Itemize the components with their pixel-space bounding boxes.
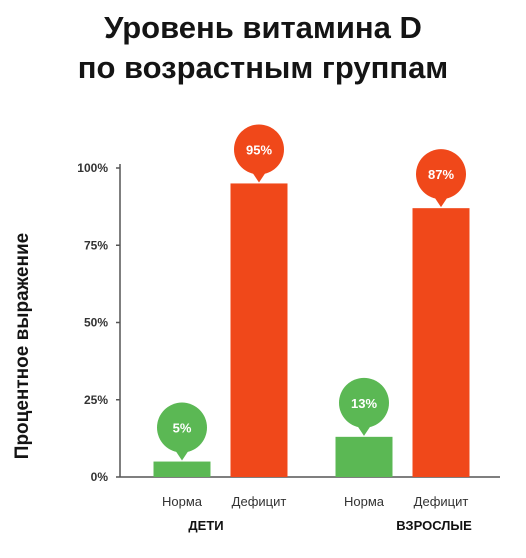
chart-title-line-1: Уровень витамина D bbox=[104, 10, 422, 45]
x-category-label: Норма bbox=[344, 494, 385, 509]
bar bbox=[335, 436, 393, 477]
y-tick-label: 50% bbox=[84, 316, 108, 330]
x-category-label: Дефицит bbox=[414, 494, 469, 509]
data-label-bubble bbox=[416, 149, 466, 200]
data-label: 95% bbox=[246, 142, 272, 157]
bar bbox=[230, 183, 288, 477]
data-label: 87% bbox=[428, 167, 454, 182]
y-tick-label: 25% bbox=[84, 393, 108, 407]
y-tick-label: 100% bbox=[77, 161, 108, 175]
data-label-bubble bbox=[339, 377, 389, 428]
y-tick-label: 0% bbox=[91, 470, 109, 484]
x-category-label: Норма bbox=[162, 494, 203, 509]
data-label-bubble bbox=[157, 402, 207, 453]
chart-title-line-2: по возрастным группам bbox=[77, 50, 449, 85]
chart-title: Уровень витамина D по возрастным группам bbox=[0, 8, 526, 88]
data-label-bubble bbox=[234, 124, 284, 175]
x-group-label: ВЗРОСЛЫЕ bbox=[396, 518, 472, 533]
data-label: 13% bbox=[351, 396, 377, 411]
x-category-label: Дефицит bbox=[232, 494, 287, 509]
data-label: 5% bbox=[173, 421, 192, 436]
y-tick-label: 75% bbox=[84, 238, 108, 252]
x-group-label: ДЕТИ bbox=[188, 518, 223, 533]
bar bbox=[153, 461, 211, 477]
bar bbox=[412, 208, 470, 478]
